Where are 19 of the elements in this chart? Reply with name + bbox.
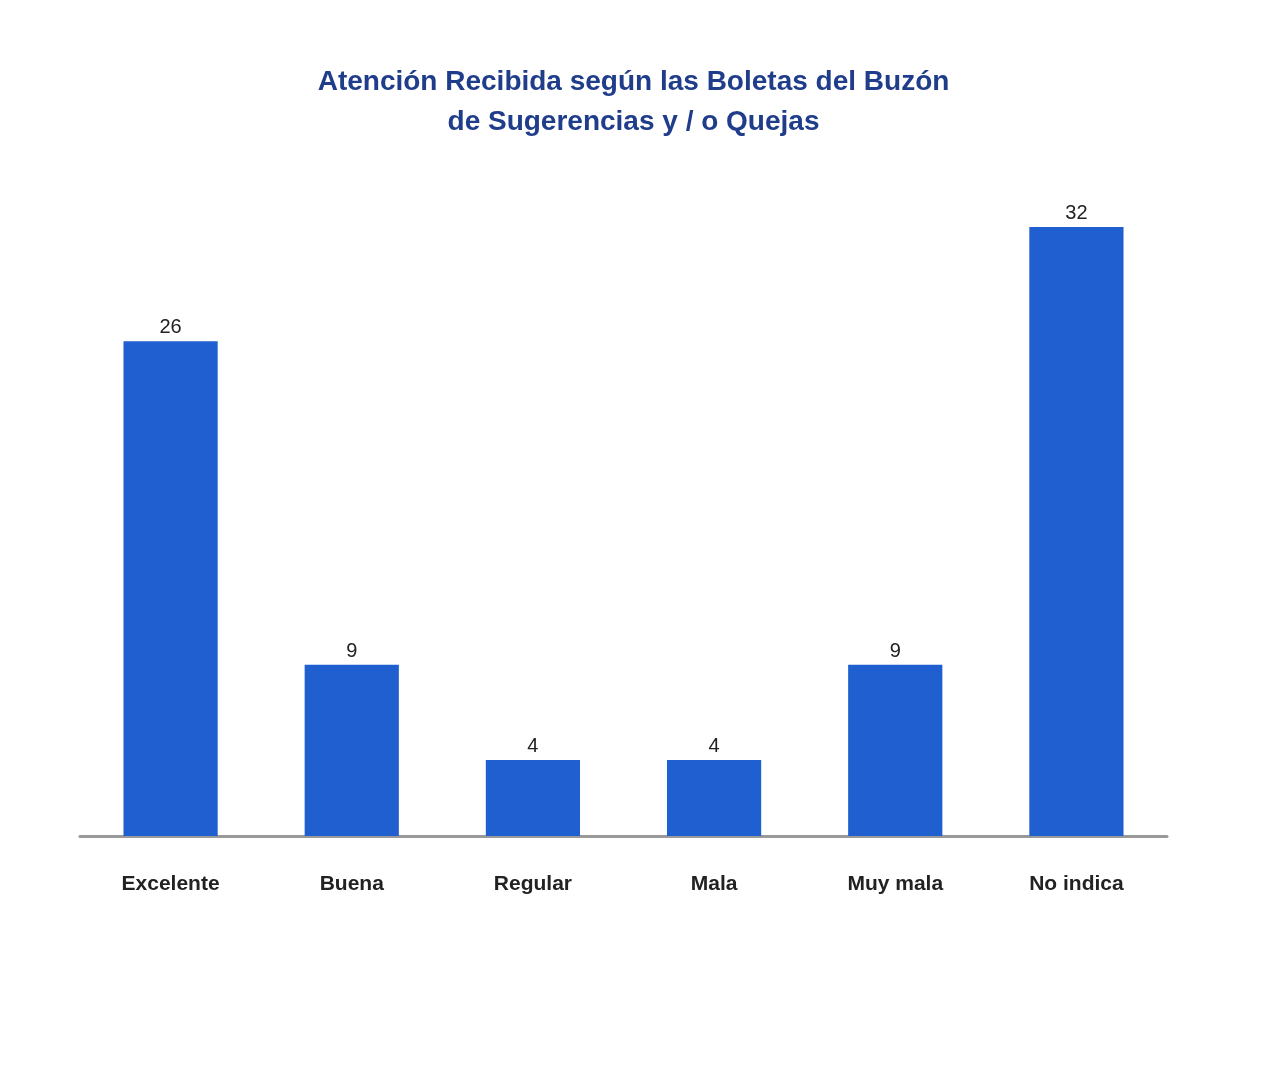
data-label: 4 bbox=[708, 733, 720, 756]
chart-title: Atención Recibida según las Boletas del Buzón de Sugerencias y / o Quejas bbox=[317, 64, 950, 136]
data-label: 26 bbox=[159, 315, 182, 338]
bar bbox=[123, 341, 218, 836]
x-tick-label: Regular bbox=[493, 871, 573, 894]
bar bbox=[848, 664, 943, 836]
x-tick-label: Excelente bbox=[121, 871, 220, 894]
data-label: 32 bbox=[1065, 201, 1088, 224]
x-tick-label: Buena bbox=[319, 871, 385, 894]
x-tick-label: Muy mala bbox=[847, 871, 944, 894]
data-label: 4 bbox=[527, 733, 539, 756]
bar bbox=[1029, 227, 1124, 836]
bar bbox=[304, 664, 399, 836]
bar bbox=[666, 759, 762, 836]
x-tick-label: No indica bbox=[1029, 871, 1124, 894]
bar bbox=[485, 759, 581, 836]
x-tick-label: Mala bbox=[690, 871, 738, 894]
data-label: 9 bbox=[346, 638, 358, 661]
data-label: 9 bbox=[889, 638, 901, 661]
